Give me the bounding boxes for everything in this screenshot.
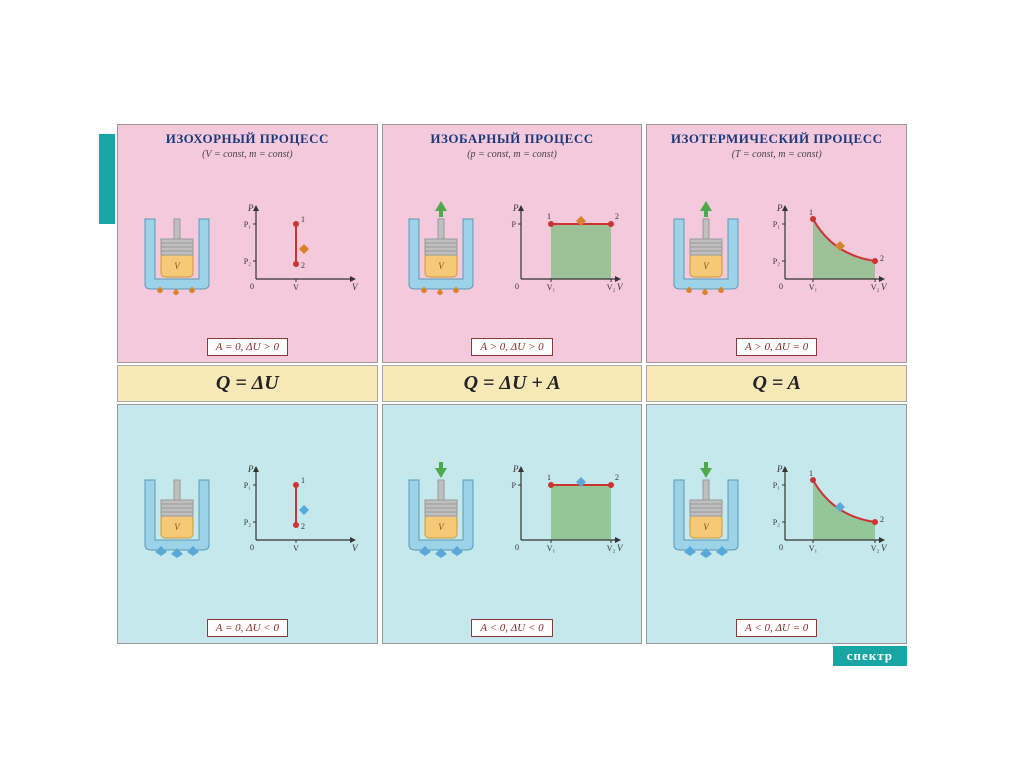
condition: A > 0, ΔU > 0 (471, 338, 552, 356)
svg-text:2: 2 (615, 212, 619, 221)
svg-text:0: 0 (515, 543, 519, 552)
title: ИЗОБАРНЫЙ ПРОЦЕСС (383, 125, 642, 149)
equation: Q = A (646, 365, 907, 402)
pv-chart: P V 0 P₁ P₂ V 1 2 (238, 199, 358, 299)
svg-text:P: P (511, 481, 516, 490)
equation: Q = ΔU + A (382, 365, 643, 402)
svg-text:V₂: V₂ (606, 283, 615, 292)
panel-isobaric-top: ИЗОБАРНЫЙ ПРОЦЕСС (p = const, m = const)… (382, 124, 643, 364)
svg-text:0: 0 (779, 543, 783, 552)
svg-text:V₁: V₁ (809, 283, 818, 292)
pv-chart: P V 0 P₁ P₂ V 1 2 (238, 460, 358, 560)
piston-diagram: V (666, 460, 746, 560)
panel-isochoric-top: ИЗОХОРНЫЙ ПРОЦЕСС (V = const, m = const)… (117, 124, 378, 364)
content: V P V 0 P₁ P₂ V 1 2 (118, 405, 377, 615)
svg-text:P: P (776, 464, 783, 474)
panel-isochoric-bot: V P V 0 P₁ P₂ V 1 2 A = 0, ΔU < 0 (117, 404, 378, 644)
svg-text:V₁: V₁ (809, 544, 818, 553)
svg-text:V₁: V₁ (546, 544, 555, 553)
svg-text:0: 0 (515, 282, 519, 291)
svg-text:2: 2 (301, 261, 305, 270)
svg-text:1: 1 (547, 473, 551, 482)
condition: A > 0, ΔU = 0 (736, 338, 817, 356)
condition: A = 0, ΔU > 0 (207, 338, 288, 356)
svg-text:1: 1 (809, 208, 813, 217)
svg-text:P₁: P₁ (244, 481, 251, 490)
panel-isothermal-top: ИЗОТЕРМИЧЕСКИЙ ПРОЦЕСС (T = const, m = c… (646, 124, 907, 364)
svg-text:V: V (352, 282, 358, 292)
svg-text:P: P (247, 464, 254, 474)
svg-text:V₂: V₂ (871, 544, 880, 553)
svg-text:V: V (617, 282, 623, 292)
svg-text:P: P (511, 220, 516, 229)
content: V P V 0 P₁ P₂ V 1 2 (118, 164, 377, 335)
title: ИЗОХОРНЫЙ ПРОЦЕСС (118, 125, 377, 149)
condition: A = 0, ΔU < 0 (207, 619, 288, 637)
svg-text:V: V (617, 543, 623, 553)
svg-text:P₂: P₂ (244, 518, 251, 527)
content: V P V 0 P₁ P₂ V₁ V₂ 1 2 (647, 164, 906, 335)
svg-text:V: V (293, 283, 299, 292)
panel-isothermal-bot: V P V 0 P₁ P₂ V₁ V₂ 1 2 A < 0, ΔU = 0 (646, 404, 907, 644)
subtitle: (T = const, m = const) (647, 149, 906, 160)
svg-text:1: 1 (547, 212, 551, 221)
svg-text:P₂: P₂ (773, 257, 780, 266)
subtitle: (V = const, m = const) (118, 149, 377, 160)
svg-text:0: 0 (250, 282, 254, 291)
subtitle: (p = const, m = const) (383, 149, 642, 160)
svg-text:V₁: V₁ (546, 283, 555, 292)
panel-isobaric-bot: V P V 0 P V₁ V₂ 1 2 A < 0, ΔU < 0 (382, 404, 643, 644)
title: ИЗОТЕРМИЧЕСКИЙ ПРОЦЕСС (647, 125, 906, 149)
svg-text:2: 2 (301, 522, 305, 531)
svg-text:P: P (776, 203, 783, 213)
pv-chart: P V 0 P₁ P₂ V₁ V₂ 1 2 (767, 199, 887, 299)
condition: A < 0, ΔU < 0 (471, 619, 552, 637)
equation-row: Q = ΔU Q = ΔU + A Q = A (117, 365, 907, 402)
content: V P V 0 P V₁ V₂ 1 2 (383, 164, 642, 335)
poster: ИЗОХОРНЫЙ ПРОЦЕСС (V = const, m = const)… (117, 124, 907, 644)
svg-text:V: V (881, 543, 887, 553)
svg-text:P: P (512, 464, 519, 474)
top-row: ИЗОХОРНЫЙ ПРОЦЕСС (V = const, m = const)… (117, 124, 907, 364)
content: V P V 0 P₁ P₂ V₁ V₂ 1 2 (647, 405, 906, 615)
svg-text:1: 1 (809, 469, 813, 478)
svg-text:1: 1 (301, 476, 305, 485)
svg-text:V: V (293, 544, 299, 553)
piston-diagram: V (666, 199, 746, 299)
svg-text:P₂: P₂ (773, 518, 780, 527)
svg-text:2: 2 (880, 515, 884, 524)
piston-diagram: V (401, 199, 481, 299)
svg-text:P₁: P₁ (244, 220, 251, 229)
svg-text:P₁: P₁ (773, 481, 780, 490)
piston-diagram: V (137, 199, 217, 299)
svg-text:V: V (352, 543, 358, 553)
content: V P V 0 P V₁ V₂ 1 2 (383, 405, 642, 615)
svg-text:V₂: V₂ (871, 283, 880, 292)
condition: A < 0, ΔU = 0 (736, 619, 817, 637)
brand-logo: спектр (833, 646, 907, 666)
svg-text:P₂: P₂ (244, 257, 251, 266)
svg-text:P₁: P₁ (773, 220, 780, 229)
pv-chart: P V 0 P₁ P₂ V₁ V₂ 1 2 (767, 460, 887, 560)
side-tab (99, 134, 115, 224)
svg-text:1: 1 (301, 215, 305, 224)
pv-chart: P V 0 P V₁ V₂ 1 2 (503, 199, 623, 299)
equation: Q = ΔU (117, 365, 378, 402)
svg-text:0: 0 (779, 282, 783, 291)
svg-text:0: 0 (250, 543, 254, 552)
svg-text:V: V (881, 282, 887, 292)
svg-text:2: 2 (880, 254, 884, 263)
piston-diagram: V (137, 460, 217, 560)
bottom-row: V P V 0 P₁ P₂ V 1 2 A = 0, ΔU < 0 (117, 404, 907, 644)
svg-text:2: 2 (615, 473, 619, 482)
svg-text:V₂: V₂ (606, 544, 615, 553)
svg-text:P: P (512, 203, 519, 213)
svg-text:P: P (247, 203, 254, 213)
pv-chart: P V 0 P V₁ V₂ 1 2 (503, 460, 623, 560)
piston-diagram: V (401, 460, 481, 560)
